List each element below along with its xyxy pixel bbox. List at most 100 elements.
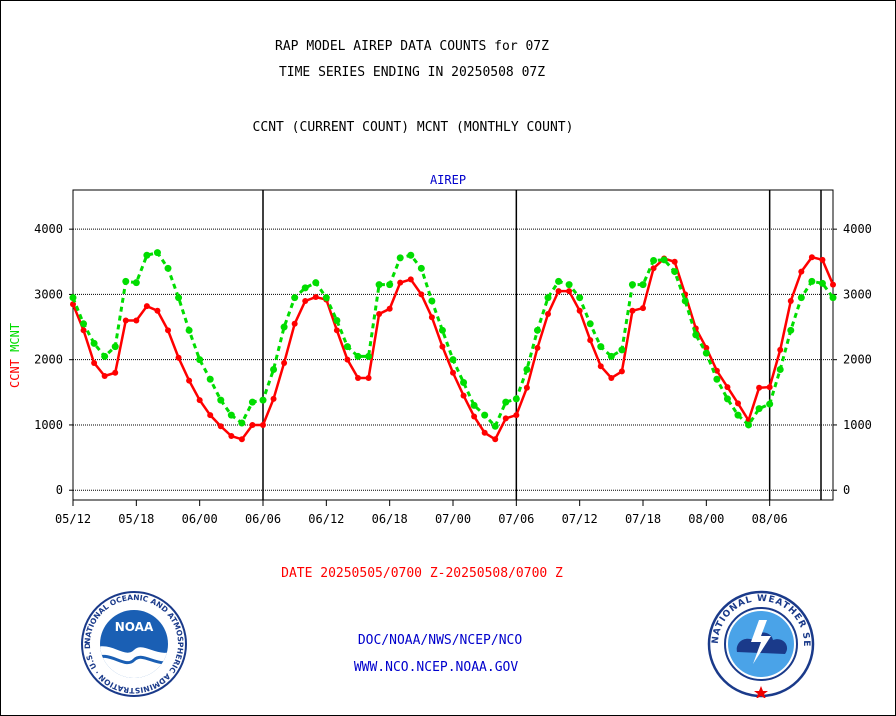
data-point-mcnt	[111, 343, 119, 351]
chart-subtitle: CCNT (CURRENT COUNT) MCNT (MONTHLY COUNT…	[252, 120, 574, 135]
data-point-mcnt	[650, 256, 658, 264]
data-point-ccnt	[112, 369, 119, 376]
data-point-ccnt	[365, 374, 372, 381]
data-point-ccnt	[439, 343, 446, 350]
data-point-mcnt	[460, 379, 468, 387]
data-point-mcnt	[206, 375, 214, 383]
data-point-mcnt	[481, 411, 489, 419]
x-tick-label: 06/00	[182, 512, 218, 526]
data-point-mcnt	[322, 294, 330, 302]
data-point-ccnt	[608, 374, 615, 381]
data-point-mcnt	[618, 346, 626, 354]
y-tick-label-right: 4000	[843, 222, 872, 236]
org-link[interactable]: DOC/NOAA/NWS/NCEP/NCO	[357, 633, 523, 648]
data-point-ccnt	[80, 327, 87, 334]
data-point-mcnt	[354, 352, 362, 360]
x-tick-label: 05/12	[55, 512, 91, 526]
data-point-ccnt	[808, 254, 815, 261]
data-point-ccnt	[798, 268, 805, 275]
data-point-ccnt	[397, 279, 404, 286]
data-point-ccnt	[671, 258, 678, 265]
data-point-ccnt	[587, 337, 594, 344]
data-point-mcnt	[407, 251, 415, 259]
y-axis-label-ccnt: CCNT	[8, 352, 22, 388]
data-point-mcnt	[238, 419, 246, 427]
y-tick-label-right: 3000	[843, 287, 872, 301]
data-point-ccnt	[713, 367, 720, 374]
data-point-ccnt	[186, 377, 193, 384]
x-tick-label: 06/12	[308, 512, 344, 526]
data-point-ccnt	[597, 363, 604, 370]
data-point-mcnt	[702, 349, 710, 357]
data-point-mcnt	[365, 352, 373, 360]
data-point-ccnt	[333, 327, 340, 334]
data-point-ccnt	[376, 311, 383, 317]
data-point-ccnt	[196, 397, 203, 404]
series-line-mcnt	[71, 250, 835, 429]
x-tick-label: 07/12	[562, 512, 598, 526]
chart-labels: 0 0 1000 1000 2000 2000 3000 3000 4000 4000 05/12 0…	[8, 173, 872, 526]
x-tick-label: 06/18	[372, 512, 408, 526]
data-point-mcnt	[723, 395, 731, 403]
data-point-mcnt	[808, 277, 816, 285]
data-point-ccnt	[133, 317, 140, 324]
data-point-ccnt	[70, 301, 76, 308]
data-point-mcnt	[755, 405, 763, 413]
data-point-mcnt	[565, 281, 573, 289]
x-tick-label: 05/18	[118, 512, 154, 526]
plot-title: AIREP	[430, 173, 466, 187]
x-tick-label: 07/00	[435, 512, 471, 526]
data-point-ccnt	[344, 356, 351, 363]
data-point-mcnt	[555, 277, 563, 285]
data-point-ccnt	[513, 412, 520, 419]
nws-logo: NATIONAL WEATHER SERVICE	[707, 590, 815, 698]
data-point-mcnt	[766, 400, 774, 408]
data-point-mcnt	[375, 281, 383, 289]
y-tick-label-right: 2000	[843, 353, 872, 367]
data-point-ccnt	[618, 368, 625, 375]
y-axis-label-mcnt: MCNT	[8, 323, 22, 352]
data-point-ccnt	[238, 436, 245, 443]
data-point-mcnt	[787, 326, 795, 334]
data-point-mcnt	[101, 352, 109, 360]
data-point-mcnt	[122, 277, 130, 285]
data-point-ccnt	[355, 374, 361, 381]
x-tick-label: 08/06	[752, 512, 788, 526]
y-tick-label-right: 1000	[843, 418, 872, 432]
plot-frame	[72, 189, 834, 501]
data-point-ccnt	[640, 305, 646, 312]
data-point-mcnt	[333, 317, 341, 325]
data-point-mcnt	[502, 398, 510, 406]
chart-title-line2: TIME SERIES ENDING IN 20250508 07Z	[278, 65, 546, 80]
data-point-ccnt	[555, 288, 562, 295]
data-point-ccnt	[260, 421, 266, 428]
data-point-mcnt	[734, 411, 742, 419]
data-point-mcnt	[164, 264, 172, 272]
y-tick-label-left: 4000	[34, 222, 63, 236]
data-point-ccnt	[165, 327, 171, 334]
data-point-mcnt	[586, 320, 594, 328]
y-axis-label: CCNT MCNT	[8, 323, 22, 388]
data-point-mcnt	[259, 396, 267, 404]
data-point-ccnt	[207, 412, 214, 419]
data-point-mcnt	[248, 398, 256, 406]
noaa-logo: NATIONAL OCEANIC AND ATMOSPHERIC ADMINIS…	[80, 590, 187, 697]
data-point-mcnt	[818, 279, 826, 287]
data-point-ccnt	[428, 314, 435, 321]
data-point-mcnt	[491, 422, 499, 430]
data-point-ccnt	[766, 384, 773, 391]
data-point-mcnt	[227, 411, 235, 419]
x-tick-label: 08/00	[688, 512, 724, 526]
data-point-mcnt	[597, 343, 605, 351]
data-point-ccnt	[101, 373, 108, 379]
data-point-ccnt	[249, 421, 256, 428]
chart-axes	[69, 189, 837, 506]
data-point-ccnt	[703, 344, 710, 351]
data-point-mcnt	[185, 326, 193, 334]
website-link[interactable]: WWW.NCO.NCEP.NOAA.GOV	[353, 660, 519, 675]
data-point-ccnt	[650, 265, 657, 272]
data-point-mcnt	[280, 323, 288, 331]
data-point-mcnt	[449, 356, 457, 364]
data-point-mcnt	[533, 326, 541, 334]
